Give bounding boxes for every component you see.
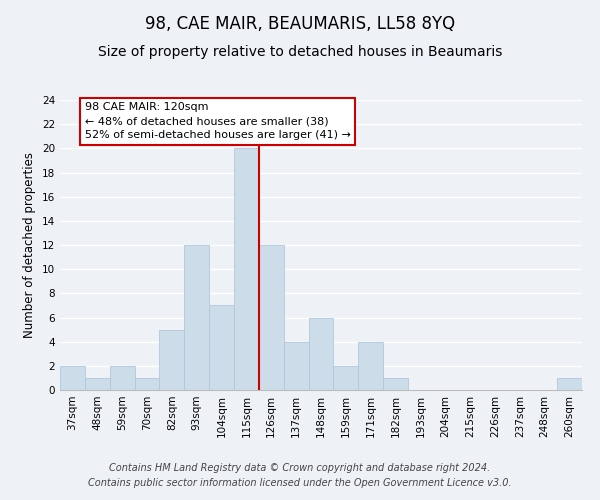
Bar	[308, 318, 334, 390]
Bar	[284, 342, 308, 390]
Bar	[234, 148, 259, 390]
Bar	[358, 342, 383, 390]
Text: Contains HM Land Registry data © Crown copyright and database right 2024.
Contai: Contains HM Land Registry data © Crown c…	[88, 462, 512, 487]
Bar	[60, 366, 85, 390]
Bar	[160, 330, 184, 390]
Bar	[110, 366, 134, 390]
Text: 98, CAE MAIR, BEAUMARIS, LL58 8YQ: 98, CAE MAIR, BEAUMARIS, LL58 8YQ	[145, 15, 455, 33]
Bar	[184, 245, 209, 390]
Bar	[259, 245, 284, 390]
Text: 98 CAE MAIR: 120sqm
← 48% of detached houses are smaller (38)
52% of semi-detach: 98 CAE MAIR: 120sqm ← 48% of detached ho…	[85, 102, 351, 141]
Bar	[557, 378, 582, 390]
Bar	[85, 378, 110, 390]
Text: Size of property relative to detached houses in Beaumaris: Size of property relative to detached ho…	[98, 45, 502, 59]
Bar	[209, 306, 234, 390]
Bar	[383, 378, 408, 390]
Y-axis label: Number of detached properties: Number of detached properties	[23, 152, 37, 338]
Bar	[134, 378, 160, 390]
Bar	[334, 366, 358, 390]
